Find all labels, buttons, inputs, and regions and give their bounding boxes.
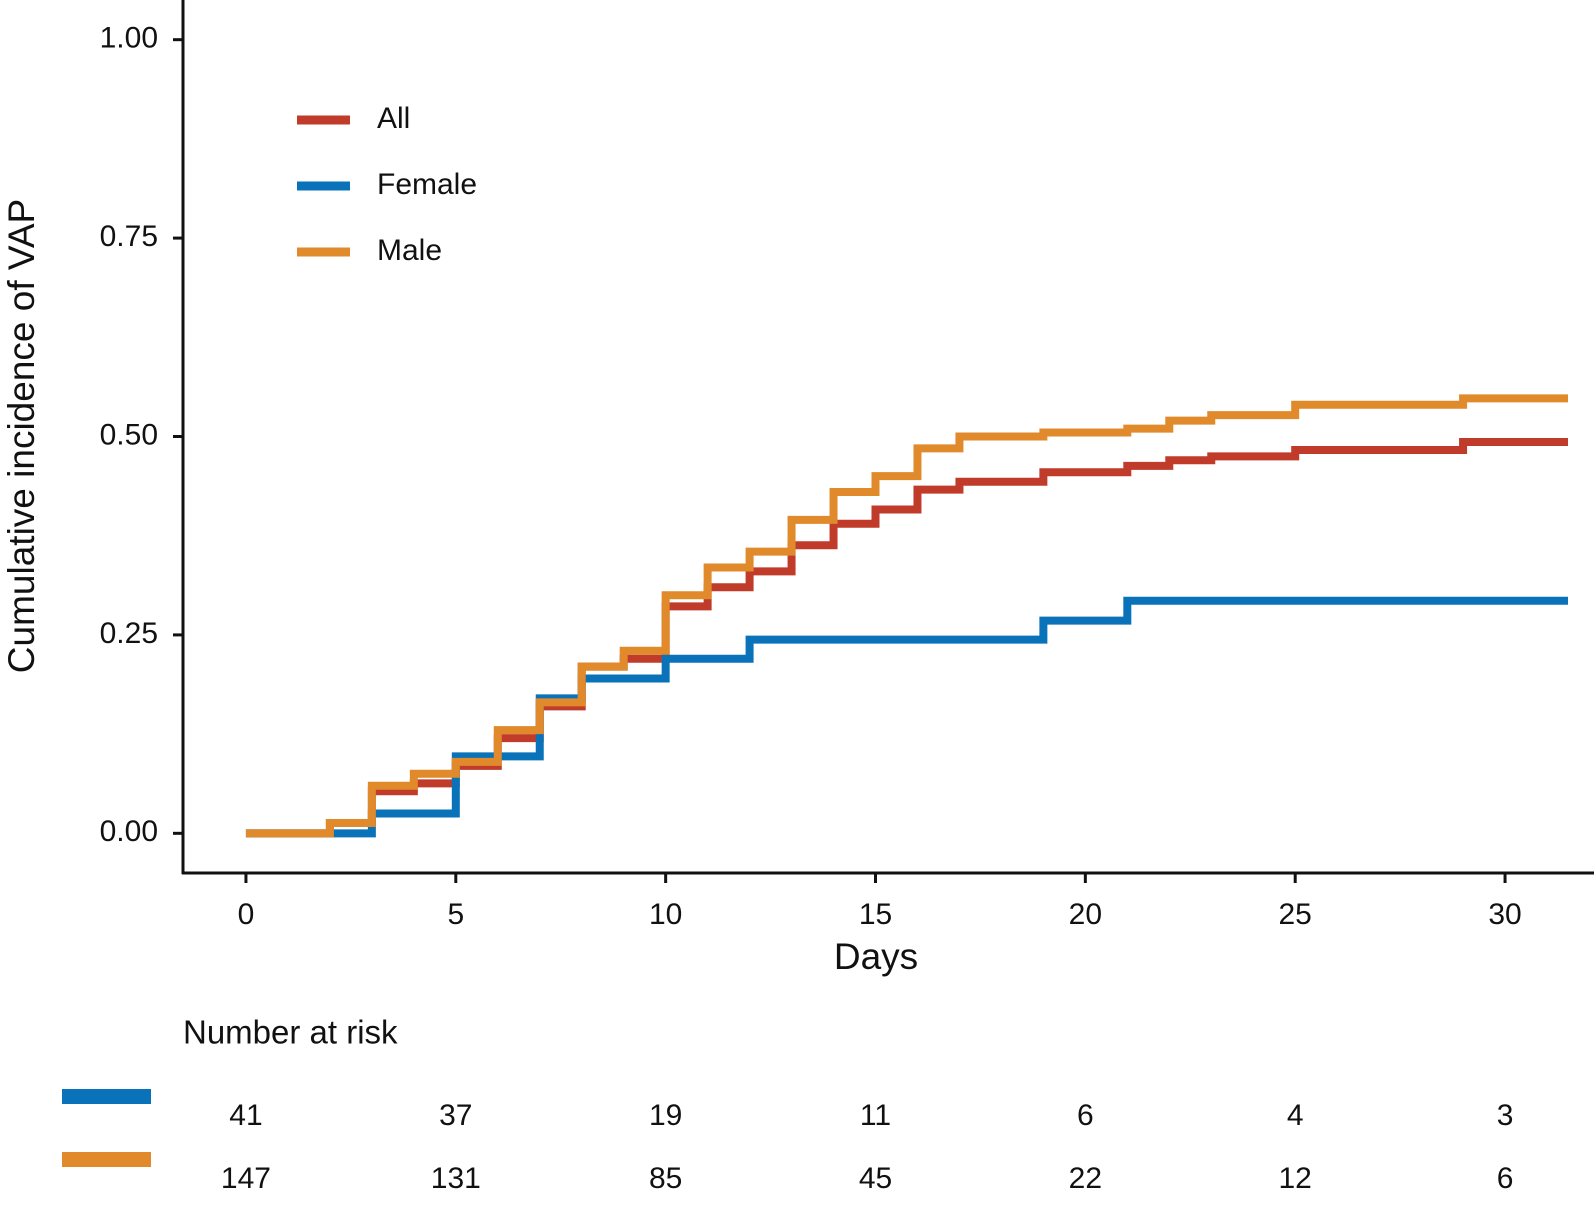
risk-row-swatch bbox=[62, 1152, 151, 1167]
risk-count: 147 bbox=[221, 1162, 271, 1195]
x-tick-label: 5 bbox=[447, 898, 464, 931]
x-tick-label: 30 bbox=[1488, 898, 1521, 931]
x-tick-label: 10 bbox=[649, 898, 682, 931]
y-tick-label: 0.75 bbox=[100, 220, 158, 253]
y-tick-label: 0.25 bbox=[100, 617, 158, 650]
x-tick-label: 0 bbox=[238, 898, 255, 931]
risk-count: 45 bbox=[859, 1162, 892, 1195]
risk-count: 131 bbox=[431, 1162, 481, 1195]
legend-label: All bbox=[377, 102, 410, 135]
step-line bbox=[245, 596, 1568, 838]
risk-count: 41 bbox=[229, 1099, 262, 1132]
y-tick-label: 0.50 bbox=[100, 418, 158, 451]
x-tick-label: 20 bbox=[1069, 898, 1102, 931]
risk-count: 12 bbox=[1279, 1162, 1312, 1195]
y-tick-label: 0.00 bbox=[100, 815, 158, 848]
risk-count: 11 bbox=[860, 1099, 891, 1132]
step-line bbox=[245, 394, 1568, 838]
risk-count: 22 bbox=[1069, 1162, 1102, 1195]
risk-count: 37 bbox=[439, 1099, 472, 1132]
risk-count: 6 bbox=[1497, 1162, 1514, 1195]
x-axis-title: Days bbox=[834, 936, 918, 977]
x-tick-label: 25 bbox=[1279, 898, 1312, 931]
legend-label: Female bbox=[377, 168, 477, 201]
y-axis-title: Cumulative incidence of VAP bbox=[1, 199, 42, 673]
y-tick-label: 1.00 bbox=[100, 22, 158, 55]
legend-label: Male bbox=[377, 234, 442, 267]
risk-count: 19 bbox=[649, 1099, 682, 1132]
risk-count: 6 bbox=[1077, 1099, 1094, 1132]
risk-count: 85 bbox=[649, 1162, 682, 1195]
risk-count: 4 bbox=[1287, 1099, 1304, 1132]
risk-table-title: Number at risk bbox=[183, 1014, 398, 1051]
x-tick-label: 15 bbox=[859, 898, 892, 931]
risk-count: 3 bbox=[1497, 1099, 1514, 1132]
risk-row-swatch bbox=[62, 1089, 151, 1104]
